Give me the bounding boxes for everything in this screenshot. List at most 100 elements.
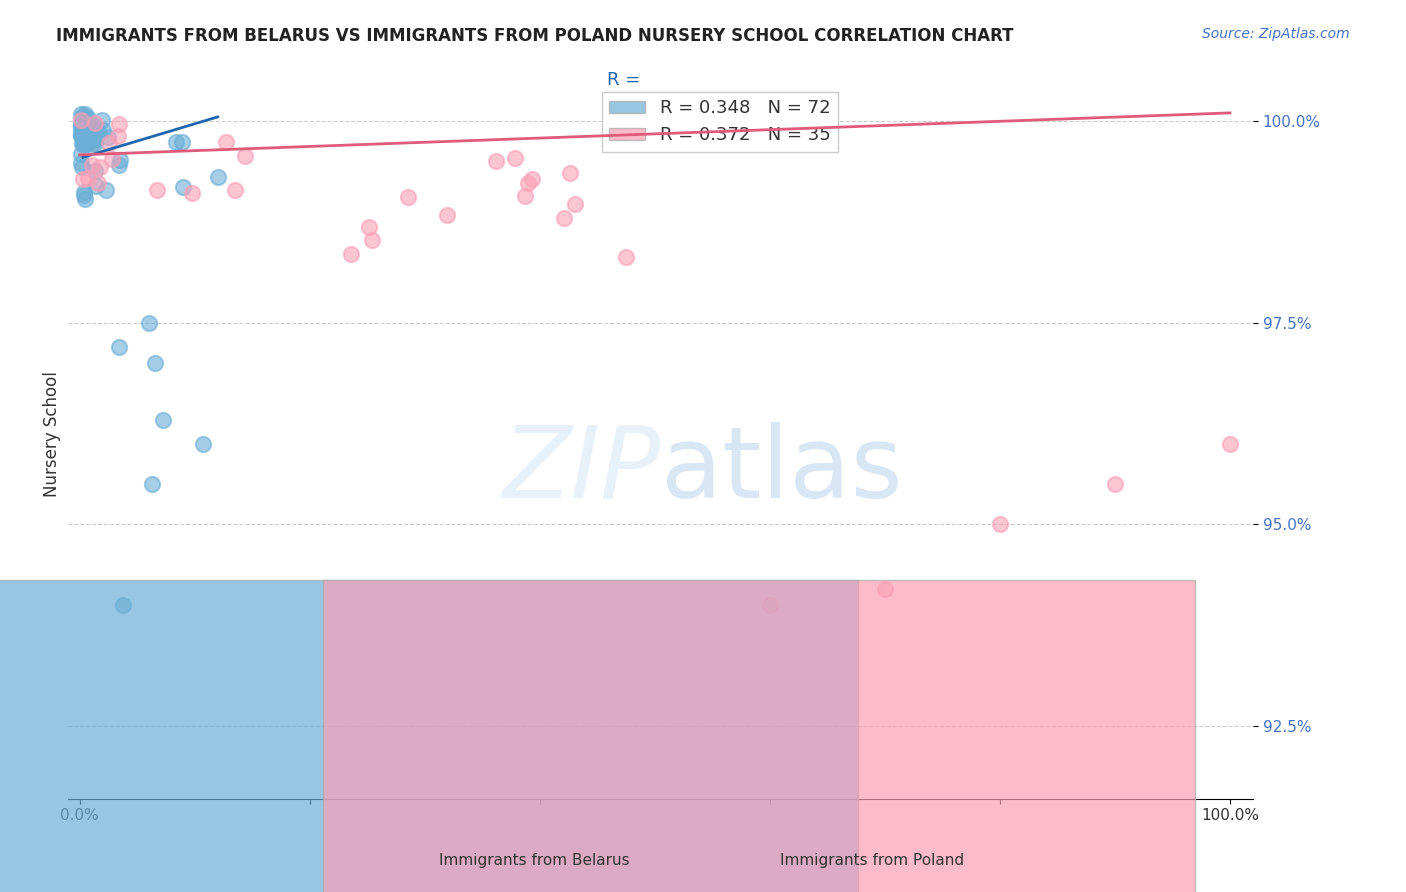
Immigrants from Belarus [69, 128, 91, 143]
Immigrants from Belarus [75, 192, 97, 206]
Immigrants from Belarus [84, 164, 107, 178]
Immigrants from Belarus [191, 436, 214, 450]
Immigrants from Belarus [82, 132, 104, 146]
Immigrants from Belarus [70, 136, 93, 151]
Immigrants from Belarus [70, 160, 93, 174]
Immigrants from Belarus [69, 146, 91, 161]
Immigrants from Poland [436, 209, 458, 223]
Immigrants from Belarus [107, 158, 129, 172]
Immigrants from Poland [69, 113, 91, 128]
Immigrants from Belarus [77, 127, 100, 141]
Immigrants from Belarus [69, 120, 91, 134]
Immigrants from Belarus [73, 124, 96, 138]
Immigrants from Belarus [72, 135, 94, 149]
Immigrants from Belarus [73, 185, 96, 199]
Text: Immigrants from Belarus: Immigrants from Belarus [439, 854, 630, 868]
Immigrants from Poland [72, 172, 94, 186]
Immigrants from Belarus [72, 120, 94, 134]
Immigrants from Poland [340, 247, 363, 261]
Immigrants from Poland [87, 176, 110, 190]
Immigrants from Belarus [84, 128, 107, 143]
Text: atlas: atlas [661, 422, 903, 518]
Immigrants from Belarus [152, 412, 174, 426]
Immigrants from Belarus [207, 169, 229, 184]
Immigrants from Belarus [77, 121, 100, 136]
Immigrants from Belarus [79, 122, 101, 136]
Immigrants from Belarus [77, 130, 100, 145]
Immigrants from Belarus [97, 129, 120, 144]
Immigrants from Belarus [141, 477, 163, 491]
Immigrants from Belarus [77, 128, 100, 142]
Immigrants from Belarus [82, 128, 104, 142]
Immigrants from Belarus [70, 114, 93, 128]
Immigrants from Poland [360, 233, 382, 247]
Immigrants from Poland [100, 153, 122, 167]
Immigrants from Belarus [69, 118, 91, 132]
Immigrants from Belarus [84, 133, 107, 147]
Immigrants from Poland [517, 176, 540, 190]
Immigrants from Belarus [172, 180, 194, 194]
Text: Immigrants from Poland: Immigrants from Poland [780, 854, 963, 868]
Immigrants from Poland [503, 151, 526, 165]
Immigrants from Belarus [108, 153, 131, 167]
Immigrants from Belarus [165, 135, 187, 149]
Immigrants from Poland [108, 117, 131, 131]
Immigrants from Belarus [75, 110, 97, 124]
Immigrants from Poland [396, 190, 419, 204]
Immigrants from Poland [233, 149, 256, 163]
Immigrants from Poland [759, 598, 782, 612]
Immigrants from Poland [564, 197, 586, 211]
Immigrants from Belarus [89, 127, 111, 141]
Immigrants from Belarus [112, 598, 135, 612]
Immigrants from Belarus [86, 128, 108, 142]
Immigrants from Belarus [72, 131, 94, 145]
Immigrants from Poland [180, 186, 202, 200]
Immigrants from Poland [146, 183, 169, 197]
Immigrants from Poland [616, 250, 638, 264]
Immigrants from Poland [97, 136, 120, 150]
Immigrants from Belarus [73, 187, 96, 202]
Immigrants from Poland [107, 129, 129, 144]
Immigrants from Poland [82, 158, 104, 172]
Immigrants from Belarus [73, 127, 96, 141]
Immigrants from Belarus [70, 119, 93, 133]
Immigrants from Poland [485, 154, 508, 169]
Immigrants from Belarus [75, 121, 97, 136]
Immigrants from Poland [873, 582, 896, 596]
Immigrants from Belarus [83, 136, 105, 150]
Immigrants from Poland [89, 160, 111, 174]
Immigrants from Belarus [143, 356, 166, 370]
Immigrants from Belarus [72, 110, 94, 124]
Immigrants from Belarus [91, 123, 114, 137]
Immigrants from Belarus [82, 125, 104, 139]
Immigrants from Poland [83, 116, 105, 130]
Immigrants from Poland [1219, 436, 1241, 450]
Immigrants from Poland [515, 189, 537, 203]
Immigrants from Belarus [77, 120, 100, 134]
Immigrants from Belarus [90, 112, 112, 127]
Immigrants from Belarus [107, 340, 129, 354]
Text: Source: ZipAtlas.com: Source: ZipAtlas.com [1202, 27, 1350, 41]
Immigrants from Belarus [138, 316, 160, 330]
Immigrants from Belarus [70, 106, 93, 120]
Immigrants from Belarus [80, 128, 103, 143]
Immigrants from Poland [560, 166, 582, 180]
Text: R =: R = [607, 70, 647, 88]
Immigrants from Belarus [72, 136, 94, 151]
Immigrants from Belarus [70, 156, 93, 170]
Immigrants from Poland [215, 135, 238, 149]
Immigrants from Poland [522, 171, 544, 186]
Immigrants from Belarus [76, 116, 98, 130]
Immigrants from Belarus [84, 120, 107, 134]
Immigrants from Belarus [72, 115, 94, 129]
Immigrants from Belarus [82, 136, 104, 151]
Immigrants from Belarus [69, 127, 91, 141]
Legend: R = 0.348   N = 72, R = 0.372   N = 35: R = 0.348 N = 72, R = 0.372 N = 35 [602, 92, 838, 152]
Immigrants from Poland [1104, 477, 1126, 491]
Immigrants from Poland [553, 211, 575, 226]
Immigrants from Poland [76, 170, 98, 185]
Text: IMMIGRANTS FROM BELARUS VS IMMIGRANTS FROM POLAND NURSERY SCHOOL CORRELATION CHA: IMMIGRANTS FROM BELARUS VS IMMIGRANTS FR… [56, 27, 1014, 45]
Immigrants from Poland [357, 220, 380, 235]
Immigrants from Poland [224, 183, 246, 197]
Immigrants from Belarus [77, 111, 100, 125]
